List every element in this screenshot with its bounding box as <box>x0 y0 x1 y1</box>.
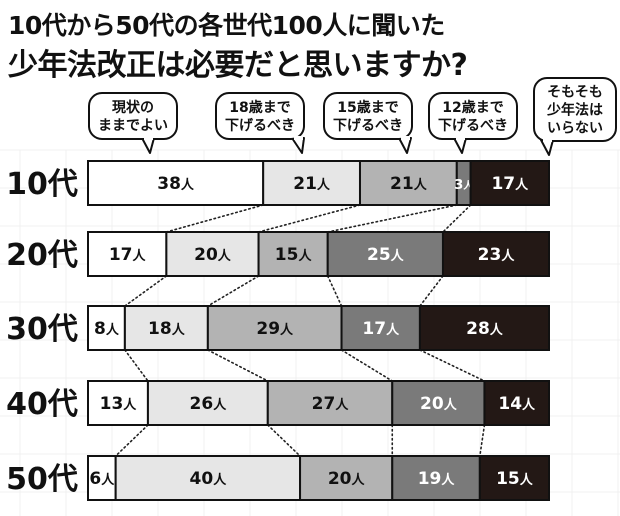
bar-segment <box>87 231 168 277</box>
connector-line <box>326 204 458 233</box>
connector-line <box>442 204 472 233</box>
category-label: 40代 <box>6 387 78 422</box>
category-labels: 10代 20代 30代 40代 50代 <box>6 167 78 497</box>
data-label: 26人 <box>190 394 228 414</box>
connector-lines <box>114 204 486 457</box>
connector-line <box>207 349 269 382</box>
bar-segment <box>326 231 444 277</box>
data-label: 23人 <box>478 245 516 265</box>
legend-label: 下げるべき <box>225 118 295 134</box>
connector-line <box>479 424 486 457</box>
chart-subtitle: 少年法改正は必要だと思いますか? <box>8 48 468 83</box>
category-label: 50代 <box>6 462 78 497</box>
bar-segment <box>87 160 265 206</box>
data-label: 15人 <box>496 469 534 489</box>
connector-line <box>124 275 168 307</box>
data-label: 14人 <box>498 394 536 414</box>
data-label: 20人 <box>194 245 232 265</box>
bar-segment <box>262 160 361 206</box>
bar-segment <box>418 305 551 351</box>
category-label: 10代 <box>6 167 78 202</box>
bar-segment <box>146 380 269 426</box>
data-label: 20人 <box>420 394 458 414</box>
bar-segment <box>165 231 260 277</box>
data-label: 27人 <box>312 394 350 414</box>
connector-line <box>114 424 149 457</box>
legend-label: 15歳まで <box>337 99 398 116</box>
data-label: 29人 <box>256 319 294 339</box>
data-label: 15人 <box>275 245 313 265</box>
legend-label: 12歳まで <box>442 99 503 116</box>
connector-line <box>326 275 343 307</box>
legend-label: 少年法は <box>546 102 603 119</box>
data-label: 40人 <box>190 469 228 489</box>
data-label: 21人 <box>390 174 428 194</box>
legend-label: ままでよい <box>98 118 168 134</box>
data-label: 21人 <box>293 174 331 194</box>
data-label: 19人 <box>418 469 456 489</box>
bar-segment <box>87 305 126 351</box>
data-label: 25人 <box>367 245 405 265</box>
bar-segment <box>469 160 551 206</box>
data-label: 13人 <box>100 394 138 414</box>
legend: 現状のままでよい18歳まで下げるべき15歳まで下げるべき12歳まで下げるべきそも… <box>88 77 617 156</box>
bar-segment <box>340 305 421 351</box>
category-label: 30代 <box>6 312 78 347</box>
data-label: 17人 <box>491 174 529 194</box>
bar-segment <box>87 380 149 426</box>
legend-label: 下げるべき <box>333 118 403 134</box>
data-label: 17人 <box>362 319 400 339</box>
connector-line <box>340 349 394 382</box>
legend-label: そもそも <box>547 85 603 101</box>
data-label: 8人 <box>94 319 120 339</box>
data-label: 17人 <box>109 245 147 265</box>
connector-line <box>419 349 486 382</box>
bar-segment <box>441 231 550 277</box>
connector-line <box>419 275 444 307</box>
legend-label: 現状の <box>112 99 154 116</box>
data-label: 18人 <box>148 319 186 339</box>
bar-segment <box>123 305 209 351</box>
connector-line <box>257 204 361 233</box>
bar-segment <box>478 455 551 501</box>
connector-line <box>165 204 264 233</box>
data-label: 38人 <box>157 174 195 194</box>
data-label: 28人 <box>466 319 504 339</box>
bar-segment <box>358 160 458 206</box>
bar-segment <box>483 380 550 426</box>
legend-label: いらない <box>547 121 603 137</box>
connector-line <box>124 349 149 382</box>
connector-line <box>207 275 260 307</box>
connector-line <box>266 424 301 457</box>
legend-label: 18歳まで <box>229 99 290 116</box>
bar-segment <box>87 455 117 501</box>
bars: 38人 21人 21人 3人 17人 17人 20人 15人 25人 23人 8人 18人 29人 17人… <box>87 160 551 501</box>
data-label: 20人 <box>328 469 366 489</box>
data-label: 6人 <box>89 469 115 489</box>
category-label: 20代 <box>6 238 78 273</box>
data-label: 3人 <box>454 178 474 193</box>
bar-segment <box>266 380 394 426</box>
bar-segment <box>299 455 394 501</box>
legend-label: 下げるべき <box>438 118 508 134</box>
bar-segment <box>206 305 343 351</box>
chart-title: 10代から50代の各世代100人に聞いた <box>8 11 445 40</box>
